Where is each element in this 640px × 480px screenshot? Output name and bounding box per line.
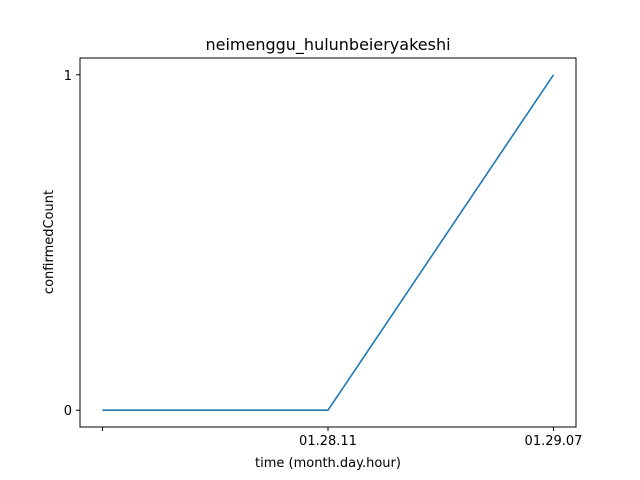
x-tick-label: 01.29.07 (525, 434, 583, 449)
series-line (102, 74, 555, 412)
x-axis-label: time (month.day.hour) (255, 456, 401, 471)
y-tick-label: 1 (64, 69, 72, 84)
y-tick-label: 0 (64, 404, 72, 419)
chart-title: neimenggu_hulunbeieryakeshi (205, 35, 450, 55)
x-axis-ticks: 01.28.11 01.29.07 (102, 427, 583, 449)
y-axis-ticks: 01 (64, 69, 80, 419)
series-group (102, 74, 555, 412)
plot-frame (79, 57, 577, 428)
x-tick-label: 01.28.11 (299, 434, 357, 449)
y-axis-label: confirmedCount (42, 190, 57, 294)
